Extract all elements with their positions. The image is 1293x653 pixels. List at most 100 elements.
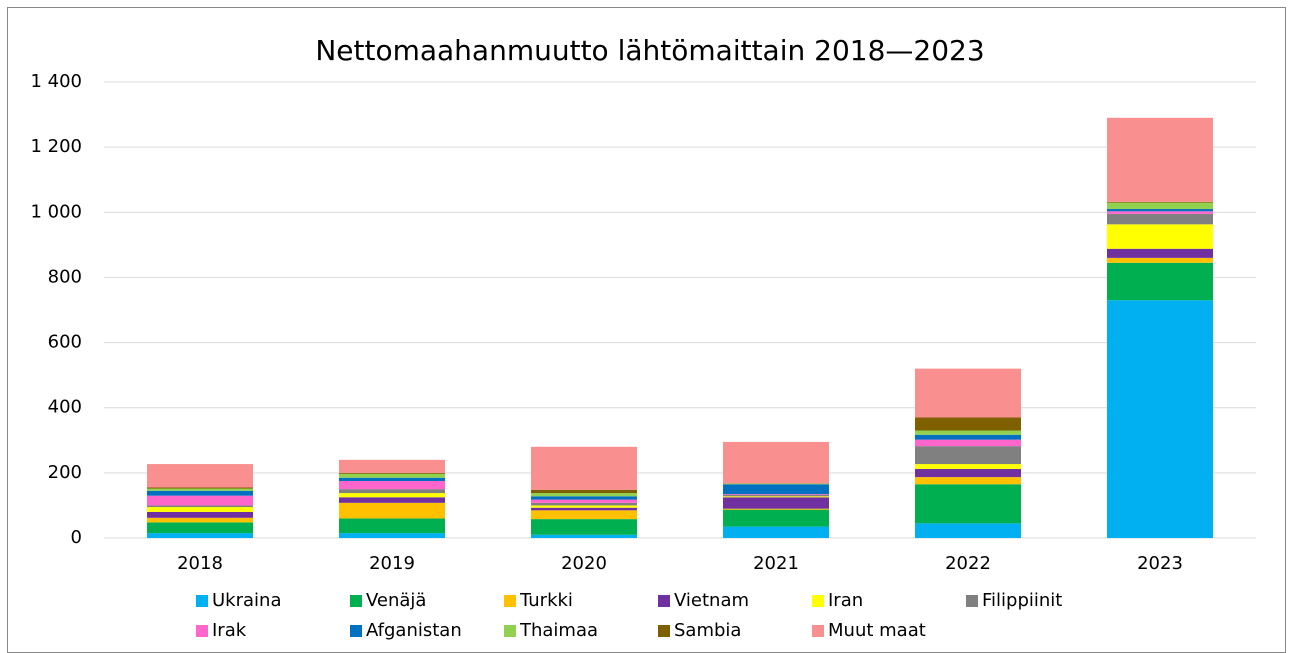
bar-segment <box>531 507 637 511</box>
bar-segment <box>915 468 1021 478</box>
bar-segment <box>147 495 253 506</box>
bar-segment <box>339 497 445 503</box>
bar-segment <box>339 481 445 490</box>
legend-swatch <box>966 595 978 607</box>
legend-swatch <box>350 625 362 637</box>
bar-segment <box>339 489 445 494</box>
bar-segment <box>147 505 253 508</box>
legend-label: Ukraina <box>212 590 281 611</box>
x-tick-label: 2023 <box>1137 553 1183 574</box>
legend-label: Venäjä <box>366 590 426 611</box>
bar-segment <box>723 484 829 495</box>
x-tick-label: 2019 <box>369 553 415 574</box>
bar-segment <box>147 490 253 496</box>
chart-title: Nettomaahanmuutto lähtömaittain 2018—202… <box>315 34 984 67</box>
bar-segment <box>1107 248 1213 258</box>
legend-label: Turkki <box>519 590 573 611</box>
bar-segment <box>915 484 1021 524</box>
bar-segment <box>147 522 253 534</box>
bar-segment <box>1107 211 1213 214</box>
bar-segment <box>531 489 637 494</box>
bar-segment <box>723 441 829 484</box>
y-tick-label: 0 <box>71 527 82 548</box>
y-tick-label: 1 000 <box>30 201 82 222</box>
x-tick-label: 2020 <box>561 553 607 574</box>
legend-swatch <box>812 625 824 637</box>
legend-label: Vietnam <box>674 590 749 611</box>
y-tick-label: 800 <box>48 266 82 287</box>
bar-segment <box>147 507 253 512</box>
bar-segment <box>531 446 637 490</box>
bar-segment <box>723 497 829 509</box>
bar-segment <box>531 505 637 508</box>
bar-segment <box>723 496 829 498</box>
bar-segment <box>723 494 829 495</box>
bar-segment <box>1107 300 1213 538</box>
bar-segment <box>915 439 1021 447</box>
bar-segment <box>915 446 1021 465</box>
legend-label: Thaimaa <box>519 620 598 641</box>
x-tick-label: 2018 <box>177 553 223 574</box>
legend-swatch <box>196 595 208 607</box>
bar-segment <box>339 477 445 481</box>
legend-swatch <box>350 595 362 607</box>
bar-segment <box>915 417 1021 431</box>
bar-segment <box>147 464 253 488</box>
legend-swatch <box>504 595 516 607</box>
bar-segment <box>1107 262 1213 301</box>
legend-swatch <box>658 625 670 637</box>
bar-segment <box>339 473 445 478</box>
bar-segment <box>1107 257 1213 263</box>
x-tick-label: 2022 <box>945 553 991 574</box>
legend-label: Sambia <box>674 620 741 641</box>
y-tick-label: 1 200 <box>30 136 82 157</box>
legend-label: Filippiinit <box>982 590 1062 611</box>
bar-segment <box>1107 117 1213 202</box>
bar-segment <box>147 517 253 523</box>
bar-segment <box>339 533 445 538</box>
bar-segment <box>915 434 1021 440</box>
legend-swatch <box>504 625 516 637</box>
y-tick-label: 600 <box>48 332 82 353</box>
bar-segment <box>1107 209 1213 212</box>
bar-segment <box>915 464 1021 469</box>
bar-segment <box>339 459 445 473</box>
bar-segment <box>723 508 829 510</box>
bar-segment <box>1107 202 1213 210</box>
bar-segment <box>1107 224 1213 249</box>
bar-segment <box>147 487 253 489</box>
legend-label: Muut maat <box>828 620 926 641</box>
bar-segment <box>339 502 445 519</box>
bar-segment <box>147 511 253 518</box>
legend-swatch <box>196 625 208 637</box>
bar-segment <box>147 488 253 491</box>
y-tick-label: 1 400 <box>30 71 82 92</box>
bar-segment <box>915 368 1021 418</box>
bar-segment <box>723 526 829 538</box>
bar-segment <box>339 493 445 498</box>
legend-swatch <box>812 595 824 607</box>
legend-swatch <box>658 595 670 607</box>
bar-segment <box>1107 201 1213 203</box>
bar-segment <box>531 499 637 503</box>
bar-segment <box>915 477 1021 485</box>
bar-segment <box>1107 213 1213 225</box>
bar-segment <box>723 509 829 527</box>
bar-segment <box>339 518 445 534</box>
y-tick-label: 200 <box>48 462 82 483</box>
x-tick-label: 2021 <box>753 553 799 574</box>
bar-segment <box>915 523 1021 538</box>
bar-segment <box>147 533 253 538</box>
chart-border <box>7 7 1286 653</box>
legend-label: Iran <box>828 590 863 611</box>
bar-segment <box>531 519 637 535</box>
y-tick-label: 400 <box>48 397 82 418</box>
legend-label: Irak <box>212 620 247 641</box>
bar-segment <box>531 534 637 538</box>
bar-segment <box>723 494 829 497</box>
bar-segment <box>531 493 637 497</box>
bar-segment <box>915 430 1021 435</box>
bar-segment <box>339 472 445 474</box>
